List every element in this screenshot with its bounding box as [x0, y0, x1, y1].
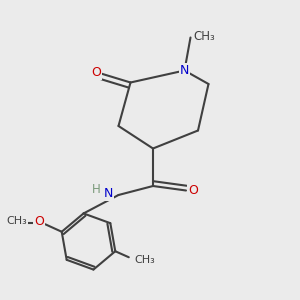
Text: CH₃: CH₃ — [194, 29, 215, 43]
Text: N: N — [103, 187, 113, 200]
Text: CH₃: CH₃ — [7, 216, 27, 226]
Text: O: O — [34, 215, 44, 228]
Text: O: O — [91, 65, 101, 79]
Text: CH₃: CH₃ — [135, 255, 155, 265]
Text: H: H — [92, 183, 100, 196]
Text: N: N — [180, 64, 189, 77]
Text: O: O — [189, 184, 198, 197]
